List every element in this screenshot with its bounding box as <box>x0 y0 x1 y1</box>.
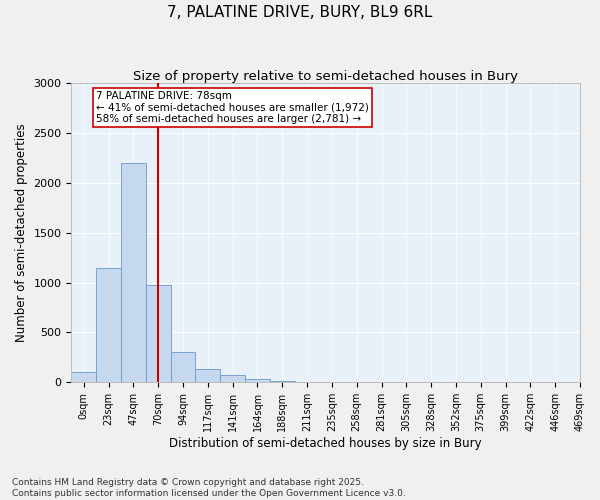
Bar <box>96 268 121 382</box>
Bar <box>196 370 220 382</box>
Bar <box>71 372 96 382</box>
Bar <box>121 163 146 382</box>
Text: 7 PALATINE DRIVE: 78sqm
← 41% of semi-detached houses are smaller (1,972)
58% of: 7 PALATINE DRIVE: 78sqm ← 41% of semi-de… <box>96 91 369 124</box>
Y-axis label: Number of semi-detached properties: Number of semi-detached properties <box>15 124 28 342</box>
Text: 7, PALATINE DRIVE, BURY, BL9 6RL: 7, PALATINE DRIVE, BURY, BL9 6RL <box>167 5 433 20</box>
Text: Contains HM Land Registry data © Crown copyright and database right 2025.
Contai: Contains HM Land Registry data © Crown c… <box>12 478 406 498</box>
X-axis label: Distribution of semi-detached houses by size in Bury: Distribution of semi-detached houses by … <box>169 437 482 450</box>
Title: Size of property relative to semi-detached houses in Bury: Size of property relative to semi-detach… <box>133 70 518 83</box>
Bar <box>245 380 270 382</box>
Bar <box>146 284 170 382</box>
Bar <box>170 352 196 382</box>
Bar <box>220 376 245 382</box>
